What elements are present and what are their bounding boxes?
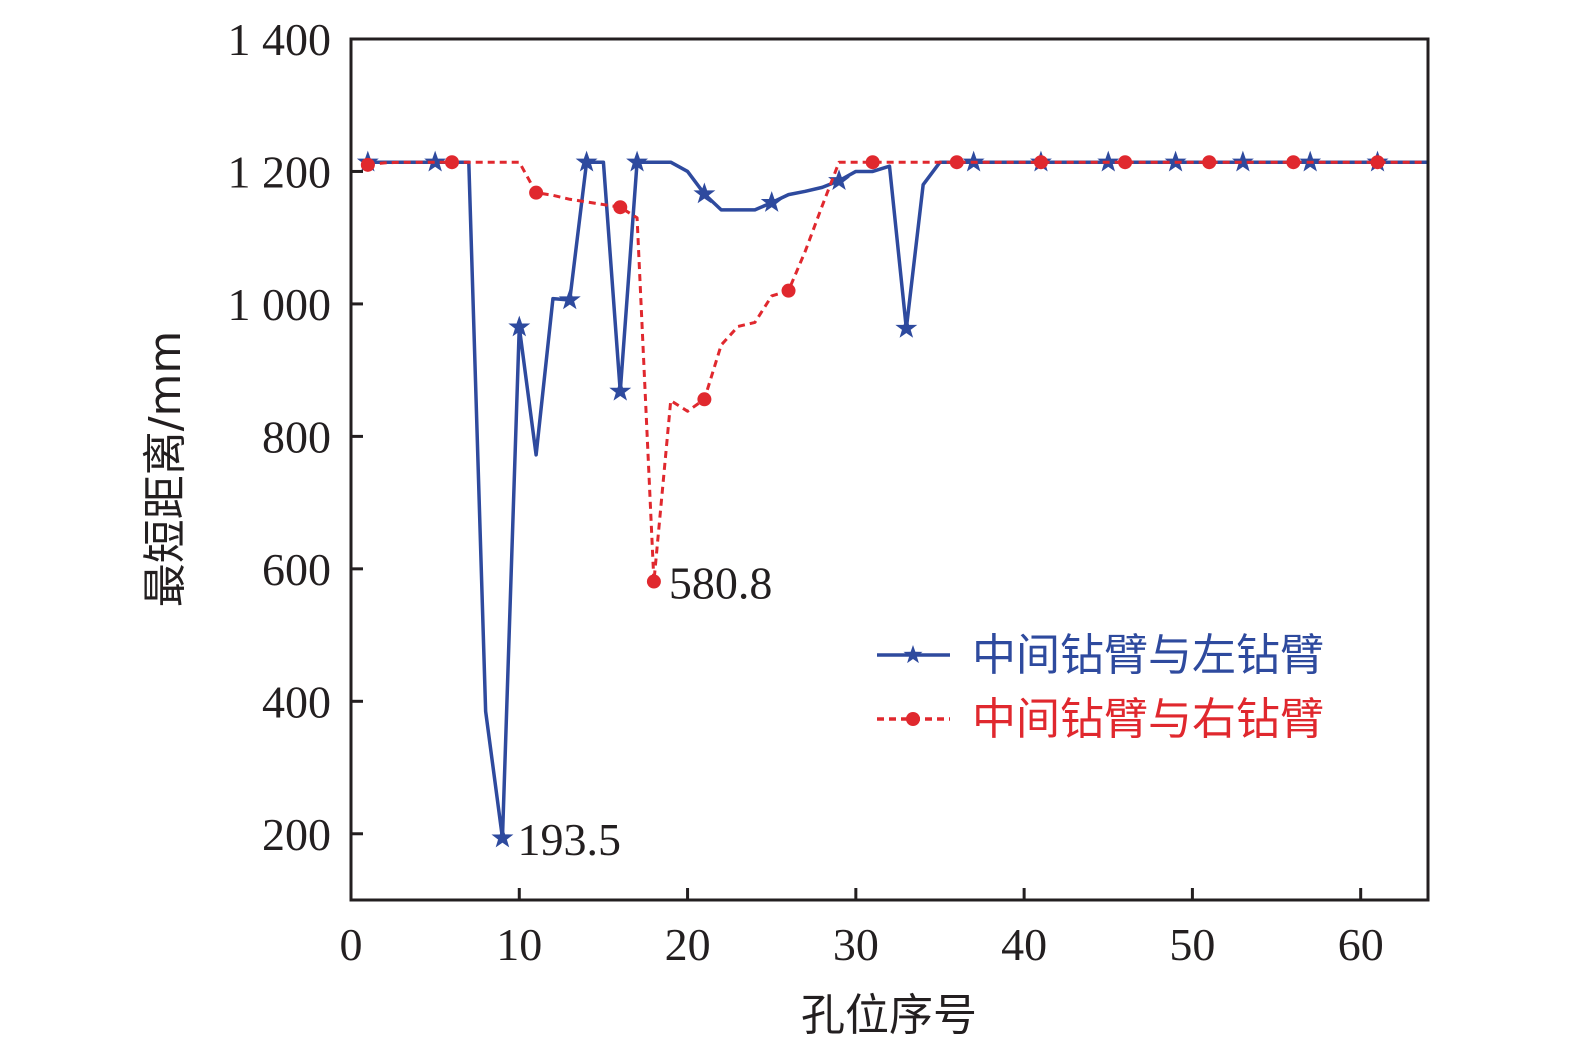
annotation-2: 580.8	[669, 558, 773, 609]
y-axis-title: 最短距离/mm	[140, 331, 191, 608]
series-2-marker-x41	[1033, 155, 1048, 170]
series-2-marker-x31	[865, 155, 880, 170]
x-tick-label-20: 20	[665, 919, 711, 970]
x-axis-title: 孔位序号	[801, 990, 977, 1041]
series-2	[360, 155, 1428, 589]
series-1-marker-x17	[626, 150, 649, 172]
legend-marker-1	[903, 645, 923, 664]
series-layer	[356, 150, 1428, 848]
series-2-marker-x56	[1286, 155, 1301, 170]
x-tick-label-30: 30	[833, 919, 879, 970]
series-1-marker-x29	[828, 169, 850, 191]
legend-label-1: 中间钻臂与左钻臂	[972, 630, 1324, 681]
legend-item-1: 中间钻臂与左钻臂	[877, 630, 1324, 681]
ticks-layer: 0 10 20 30 40 50 60 200 400 600 800 1 000 1 200 1 400	[228, 14, 1384, 970]
x-tick-label-50: 50	[1169, 919, 1215, 970]
y-tick-label-800: 800	[262, 411, 331, 462]
annotation-layer: 193.5 580.8	[517, 558, 772, 866]
series-1-marker-x21	[693, 182, 716, 204]
x-tick-label-10: 10	[496, 919, 542, 970]
y-tick-label-1000: 1 000	[228, 279, 332, 330]
series-1-marker-x53	[1231, 150, 1254, 172]
y-tick-label-200: 200	[262, 809, 331, 860]
series-2-marker-x51	[1202, 155, 1217, 170]
series-2-marker-x11	[529, 185, 544, 200]
series-2-marker-x16	[613, 200, 628, 215]
series-1-marker-x10	[508, 315, 531, 337]
legend-marker-2	[906, 712, 920, 726]
series-2-marker-x6	[444, 155, 459, 170]
series-2-marker-x46	[1118, 155, 1133, 170]
series-1-marker-x9	[491, 826, 514, 848]
series-2-marker-x61	[1370, 155, 1385, 170]
series-2-marker-x18	[646, 574, 661, 589]
annotation-1: 193.5	[517, 814, 621, 865]
legend-item-2: 中间钻臂与右钻臂	[877, 694, 1324, 745]
series-1-marker-x25	[760, 191, 783, 212]
series-1-marker-x5	[424, 150, 447, 172]
series-2-line	[367, 160, 1428, 584]
y-tick-label-1200: 1 200	[228, 146, 332, 197]
series-1-marker-x16	[609, 379, 632, 401]
x-tick-label-60: 60	[1338, 919, 1384, 970]
series-1-marker-x33	[895, 316, 918, 338]
x-tick-label-0: 0	[340, 919, 363, 970]
legend-label-2: 中间钻臂与右钻臂	[972, 694, 1324, 745]
series-2-marker-x1	[360, 157, 375, 172]
plot-frame	[349, 37, 1430, 902]
y-tick-label-600: 600	[262, 544, 331, 595]
series-1-marker-x14	[575, 150, 598, 172]
series-2-marker-x21	[697, 392, 712, 407]
y-tick-label-1400: 1 400	[228, 14, 332, 65]
series-2-marker-x36	[949, 155, 964, 170]
series-1-marker-x13	[558, 288, 581, 310]
series-2-marker-x26	[781, 283, 796, 298]
x-tick-label-40: 40	[1001, 919, 1047, 970]
y-tick-label-400: 400	[262, 676, 331, 727]
